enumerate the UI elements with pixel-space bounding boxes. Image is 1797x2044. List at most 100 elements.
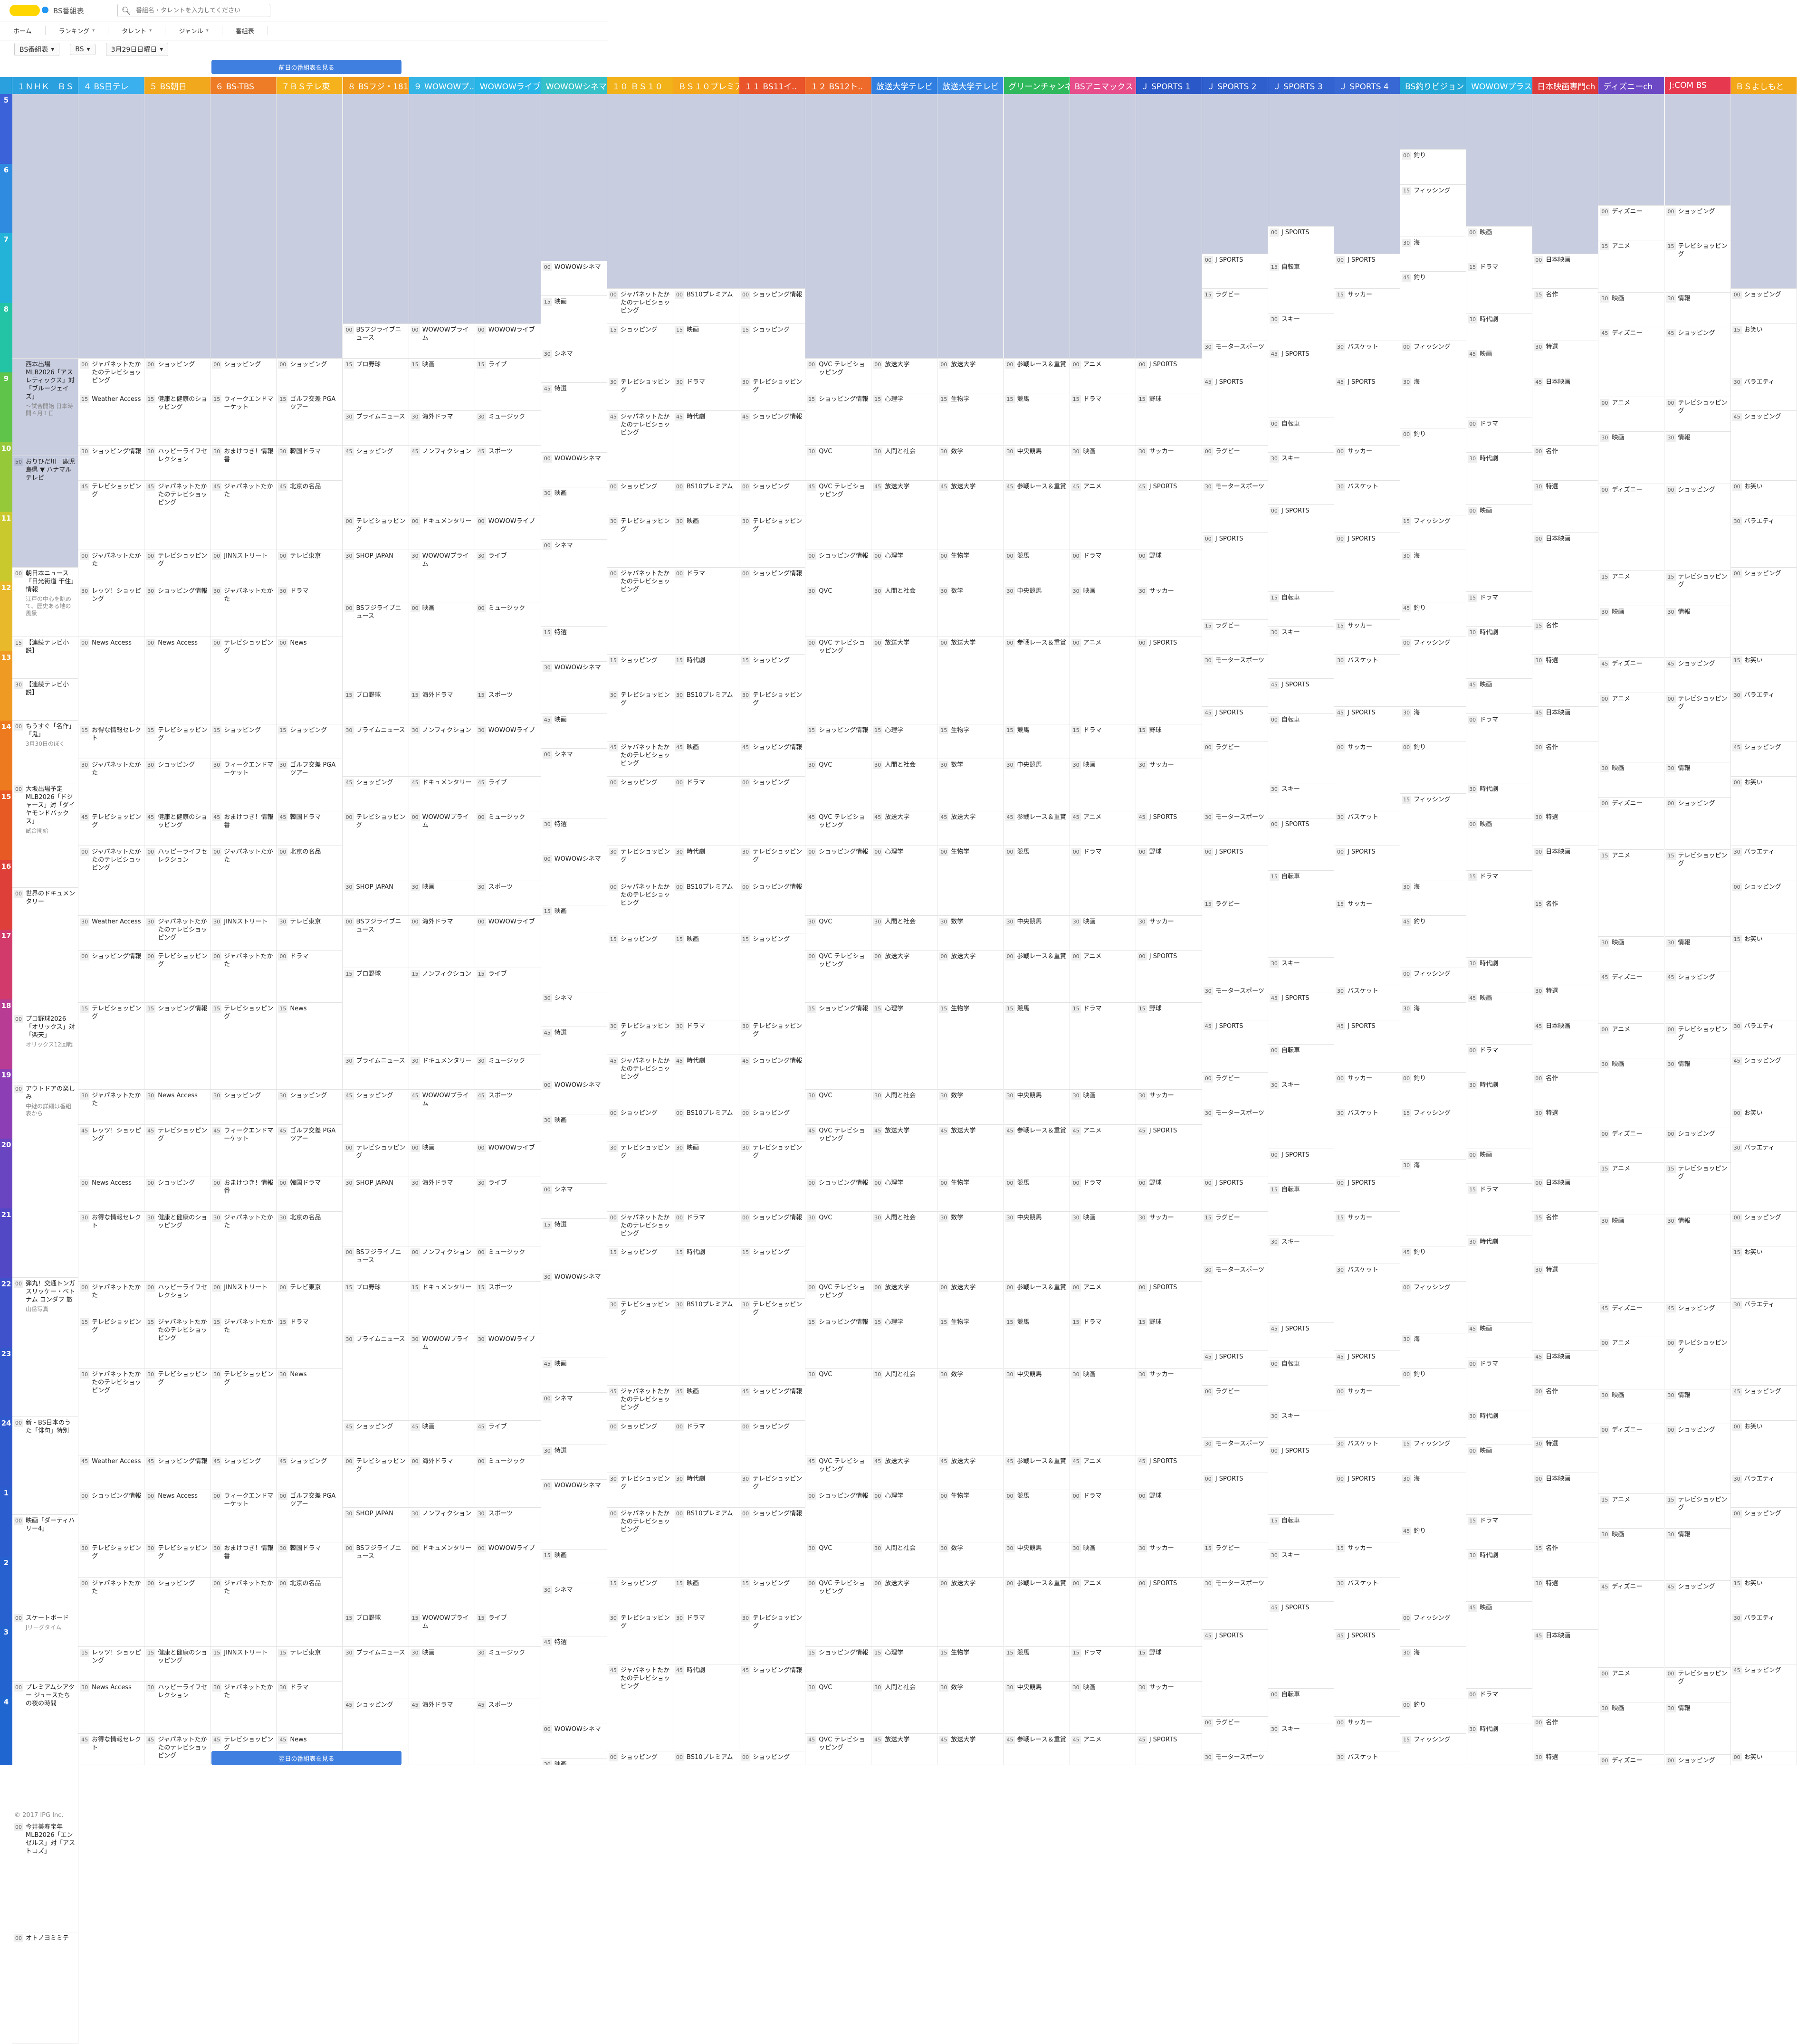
program-cell[interactable]: 45 アニメ <box>1070 1455 1136 1491</box>
program-cell[interactable]: 30 ライブ <box>475 550 541 603</box>
program-cell[interactable]: 00 J SPORTS <box>1202 532 1268 620</box>
program-cell[interactable]: 15 ウィークエンドマーケット <box>210 393 277 446</box>
program-cell[interactable]: 15 ドラマ <box>277 1316 343 1369</box>
program-cell[interactable]: 45 映画 <box>1466 679 1533 714</box>
program-cell[interactable]: 00 ディズニー <box>1598 797 1665 850</box>
program-cell[interactable]: 30 テレビショッピング <box>607 689 673 742</box>
program-cell[interactable]: 00 WOWOWシネマ <box>541 452 607 488</box>
program-cell[interactable]: 45 特選 <box>541 383 607 453</box>
program-cell[interactable]: 45 ショッピング <box>210 1455 277 1491</box>
program-cell[interactable]: 30 時代劇 <box>1466 1410 1533 1445</box>
program-cell[interactable]: 00 ショッピング <box>739 1420 806 1473</box>
program-cell[interactable]: 45 ショッピング <box>343 446 409 515</box>
program-cell[interactable]: 30 バラエティ <box>1730 1612 1797 1664</box>
program-cell[interactable]: 00 今井美寿宝年 MLB2026「エンゼルス」対「アストロズ」 <box>12 1821 79 1933</box>
program-cell[interactable]: 45 時代劇 <box>673 411 740 481</box>
program-cell[interactable]: 00 JINNストリート <box>210 550 277 585</box>
program-cell[interactable]: 15 海外ドラマ <box>409 689 475 724</box>
program-cell[interactable]: 30 ドラマ <box>277 1682 343 1734</box>
program-cell[interactable]: 15 野球 <box>1136 724 1202 760</box>
program-cell[interactable]: 15 お得な情報セレクト <box>78 724 145 760</box>
program-cell[interactable]: 15 サッカー <box>1334 289 1401 342</box>
program-cell[interactable]: 45 ショッピング <box>1664 1302 1731 1337</box>
program-cell[interactable]: 00 アウトドアの楽しみ 中継の詳細は番組表から <box>12 1083 79 1278</box>
program-cell[interactable]: 30 BS10プレミアム <box>673 689 740 742</box>
program-cell[interactable]: 15 ショッピング <box>739 1577 806 1612</box>
program-cell[interactable]: 30 バスケット <box>1334 1107 1401 1177</box>
program-cell[interactable]: 30 数学 <box>937 446 1004 481</box>
program-cell[interactable]: 30 ハッピーライフセレクション <box>144 1682 211 1734</box>
program-cell[interactable]: 30 海 <box>1400 237 1467 272</box>
program-cell[interactable]: 00 放送大学 <box>871 359 938 394</box>
program-cell[interactable]: 45 ショッピング <box>343 776 409 811</box>
program-cell[interactable]: 30 特選 <box>1532 811 1599 846</box>
program-cell[interactable]: 30 海 <box>1400 1159 1467 1247</box>
search-box[interactable]: 🔍︎ <box>117 4 270 17</box>
program-cell[interactable]: 00 弾丸！交通トンガスリッケー・ベトナム コンダフ 旅山岳写真 <box>12 1278 79 1417</box>
program-cell[interactable]: 30 情報 <box>1664 936 1731 972</box>
program-cell[interactable]: 00 自転車 <box>1268 1358 1334 1410</box>
program-cell[interactable]: 15 健康と健康のショッピング <box>144 393 211 446</box>
program-cell[interactable]: 15 WOWOWプライム <box>409 1612 475 1647</box>
program-cell[interactable]: 15 プロ野球 <box>343 689 409 724</box>
program-cell[interactable]: 30 特選 <box>541 818 607 853</box>
channel-header[interactable]: １２ BS12ト.. <box>805 77 872 94</box>
program-cell[interactable]: 00 ショッピング情報 <box>805 550 872 585</box>
program-cell[interactable]: 00 J SPORTS <box>1268 1149 1334 1184</box>
program-cell[interactable]: 30 サッカー <box>1136 1542 1202 1578</box>
program-cell[interactable]: 30 時代劇 <box>1466 627 1533 679</box>
program-cell[interactable]: 15 サッカー <box>1334 1542 1401 1578</box>
program-cell[interactable]: 30 映画 <box>541 1114 607 1184</box>
program-cell[interactable]: 45 参戦レース＆重賞 <box>1004 811 1070 846</box>
program-cell[interactable]: 45 J SPORTS <box>1202 376 1268 446</box>
program-cell[interactable]: 30 ウィークエンドマーケット <box>210 759 277 811</box>
program-cell[interactable]: 00 ミュージック <box>475 602 541 690</box>
program-cell[interactable]: 30 【連続テレビ小説】 <box>12 679 79 721</box>
program-cell[interactable]: 00 ドラマ <box>1070 550 1136 585</box>
program-cell[interactable]: 00 ショッピング <box>1730 567 1797 655</box>
program-cell[interactable]: 45 ショッピング <box>1730 1055 1797 1108</box>
program-cell[interactable]: 00 WOWOWライブ <box>475 323 541 359</box>
channel-header[interactable]: ８ BSフジ・181 <box>343 77 409 94</box>
program-cell[interactable]: 30 映画 <box>1598 606 1665 658</box>
program-cell[interactable]: 45 釣り <box>1400 1525 1467 1612</box>
program-cell[interactable]: 00 生物学 <box>937 846 1004 916</box>
program-cell[interactable]: 45 J SPORTS <box>1334 707 1401 742</box>
program-cell[interactable]: 30 情報 <box>1664 606 1731 658</box>
program-cell[interactable]: 00 自転車 <box>1268 418 1334 453</box>
program-cell[interactable]: 30 映画 <box>673 1142 740 1212</box>
program-cell[interactable]: 00 心理学 <box>871 550 938 585</box>
program-cell[interactable]: 30 ノンフィクション <box>409 724 475 777</box>
program-cell[interactable]: 00 ショッピング <box>144 359 211 394</box>
program-cell[interactable]: 00 ショッピング <box>1664 205 1731 240</box>
program-cell[interactable]: 00 放送大学 <box>937 951 1004 1003</box>
program-cell[interactable]: 50 おりひだ川 鹿児島県 ▼ ハナマルテレビ <box>12 456 79 568</box>
program-cell[interactable]: 00 名作 <box>1532 446 1599 481</box>
program-cell[interactable]: 45 日本映画 <box>1532 376 1599 446</box>
channel-header[interactable]: Ｊ SPORTS 3 <box>1268 77 1334 94</box>
program-cell[interactable]: 15 競馬 <box>1004 393 1070 446</box>
program-cell[interactable]: 30 ジャパネットたかた <box>210 585 277 637</box>
program-cell[interactable]: 00 WOWOWシネマ <box>541 853 607 905</box>
program-cell[interactable]: 30 北京の名品 <box>277 1211 343 1282</box>
program-cell[interactable]: 30 数学 <box>937 1090 1004 1125</box>
program-cell[interactable]: 30 ドラマ <box>673 1612 740 1664</box>
program-cell[interactable]: 30 情報 <box>1664 1389 1731 1425</box>
program-cell[interactable]: 00 アニメ <box>1598 397 1665 432</box>
program-cell[interactable]: 30 テレビショッピング <box>607 1142 673 1212</box>
program-cell[interactable]: 45 釣り <box>1400 915 1467 968</box>
program-cell[interactable]: 00 ラグビー <box>1202 1072 1268 1108</box>
program-cell[interactable]: 30 サッカー <box>1136 759 1202 811</box>
program-cell[interactable]: 15 レッツ！ショッピング <box>78 1647 145 1682</box>
program-cell[interactable]: 00 フィッシング <box>1400 1281 1467 1334</box>
program-cell[interactable]: 00 サッカー <box>1334 446 1401 481</box>
program-cell[interactable]: 00 日本映画 <box>1532 1177 1599 1212</box>
program-cell[interactable]: 30 QVC <box>805 759 872 811</box>
program-cell[interactable]: 00 ドラマ <box>673 1420 740 1473</box>
program-cell[interactable]: 45 映画 <box>673 1386 740 1421</box>
program-cell[interactable]: 00 テレビショッピング <box>1664 397 1731 432</box>
program-cell[interactable]: 15 ショッピング <box>739 323 806 376</box>
program-cell[interactable]: 30 映画 <box>1598 1702 1665 1755</box>
program-cell[interactable]: 00 ショッピング情報 <box>739 1211 806 1247</box>
program-cell[interactable] <box>1532 94 1599 255</box>
